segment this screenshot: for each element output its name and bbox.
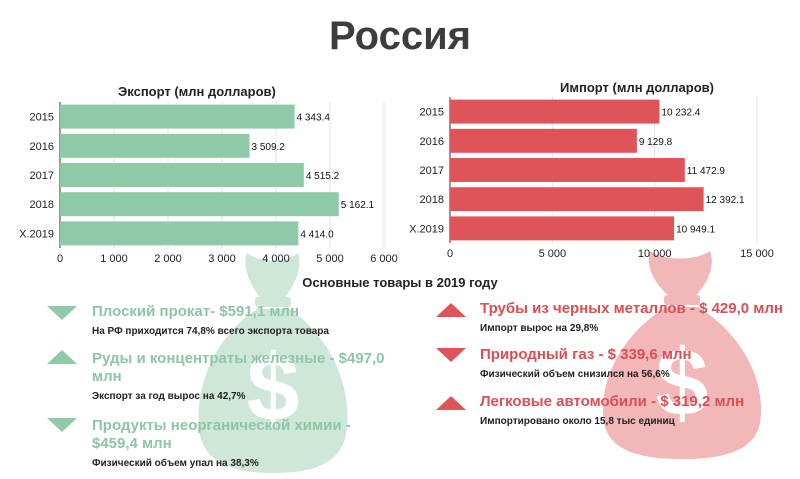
triangle-up-icon — [47, 350, 77, 364]
svg-text:$: $ — [247, 335, 300, 441]
export-good-name: Руды и концентраты железные - $497,0 млн — [92, 350, 385, 385]
export-x-tick-label: 5 000 — [316, 253, 344, 265]
export-value-label: 4 343.4 — [297, 113, 331, 124]
export-value-label: 3 509.2 — [251, 142, 285, 153]
export-category-label: 2017 — [30, 170, 54, 182]
export-category-label: 2018 — [30, 199, 54, 211]
export-category-label: 2015 — [30, 112, 54, 124]
export-good-1: Плоский прокат- $591,1 млн На РФ приходи… — [92, 303, 392, 337]
import-good-note: Импортировано около 15,8 тыс единиц — [480, 416, 675, 427]
import-value-label: 9 129.8 — [639, 137, 673, 148]
money-bag-icon: $ — [198, 253, 348, 473]
export-x-tick-label: 4 000 — [262, 253, 290, 265]
import-bar — [450, 216, 675, 241]
export-bar — [60, 221, 299, 246]
export-chart-title: Экспорт (млн долларов) — [118, 84, 276, 99]
import-category-label: 2017 — [420, 165, 444, 177]
import-bar — [450, 158, 685, 182]
import-value-label: 12 392.1 — [706, 195, 745, 206]
import-chart: 0 5 000 10 000 15 000 2015 10 232.4 2016 9 129.… — [409, 97, 774, 260]
import-bar — [450, 128, 637, 153]
import-good-1: Трубы из черных металлов - $ 429,0 млн И… — [480, 300, 790, 334]
export-good-name: Продукты неорганической химии - $459,4 м… — [92, 417, 351, 452]
triangle-up-icon — [436, 303, 466, 317]
import-bar — [450, 187, 704, 212]
import-good-note: Импорт вырос на 29,8% — [480, 323, 599, 334]
svg-text:$: $ — [656, 330, 709, 436]
export-good-note: На РФ приходится 74,8% всего экспорта то… — [92, 326, 329, 337]
import-x-tick-label: 5 000 — [539, 248, 567, 260]
import-category-label: X.2019 — [409, 223, 444, 235]
triangle-down-icon — [436, 348, 466, 362]
export-bar — [60, 163, 304, 187]
export-x-tick-label: 3 000 — [208, 253, 236, 265]
import-category-label: 2015 — [420, 107, 444, 119]
import-x-tick-label: 10 000 — [638, 248, 672, 260]
import-value-label: 10 232.4 — [661, 108, 700, 119]
export-x-tick-label: 2 000 — [154, 253, 182, 265]
export-good-note: Экспорт за год вырос на 42,7% — [92, 391, 246, 402]
page-title: Россия — [328, 14, 471, 58]
triangle-down-icon — [47, 306, 77, 320]
export-x-tick-label: 6 000 — [370, 253, 398, 265]
export-good-name: Плоский прокат- $591,1 млн — [92, 303, 300, 320]
import-chart-title: Импорт (млн долларов) — [560, 80, 714, 95]
export-x-tick-label: 1 000 — [100, 253, 128, 265]
export-category-label: X.2019 — [19, 228, 54, 240]
export-chart: 0 1 000 2 000 3 000 4 000 5 000 6 000 2015 4 343… — [19, 102, 398, 265]
import-value-label: 10 949.1 — [676, 224, 715, 235]
export-good-note: Физический объем упал на 38,3% — [92, 458, 259, 469]
import-good-name: Природный газ - $ 339,6 млн — [480, 346, 692, 363]
import-good-3: Легковые автомобили - $ 319,2 млн Импорт… — [480, 393, 780, 427]
import-x-tick-label: 0 — [447, 248, 453, 260]
export-category-label: 2016 — [30, 141, 54, 153]
import-category-label: 2016 — [420, 136, 444, 148]
goods-title: Основные товары в 2019 году — [302, 275, 498, 290]
export-value-label: 4 515.2 — [306, 171, 340, 182]
import-good-name: Трубы из черных металлов - $ 429,0 млн — [480, 300, 783, 317]
triangle-up-icon — [436, 396, 466, 410]
export-bar — [60, 133, 250, 158]
export-value-label: 4 414.0 — [300, 229, 334, 240]
export-good-3: Продукты неорганической химии - $459,4 м… — [92, 417, 392, 469]
import-good-name: Легковые автомобили - $ 319,2 млн — [480, 393, 745, 410]
triangle-down-icon — [47, 418, 77, 432]
import-good-note: Физический объем снизился на 56,6% — [480, 369, 670, 380]
money-bag-icon: $ — [602, 251, 762, 459]
import-category-label: 2018 — [420, 194, 444, 206]
export-value-label: 5 162.1 — [341, 200, 375, 211]
export-good-2: Руды и концентраты железные - $497,0 млн… — [92, 350, 402, 402]
export-bar — [60, 104, 295, 129]
import-value-label: 11 472.9 — [687, 166, 726, 177]
export-x-tick-label: 0 — [57, 253, 63, 265]
import-bar — [450, 99, 660, 124]
import-good-2: Природный газ - $ 339,6 млн Физический о… — [480, 346, 780, 380]
import-x-tick-label: 15 000 — [740, 248, 774, 260]
export-bar — [60, 192, 339, 217]
